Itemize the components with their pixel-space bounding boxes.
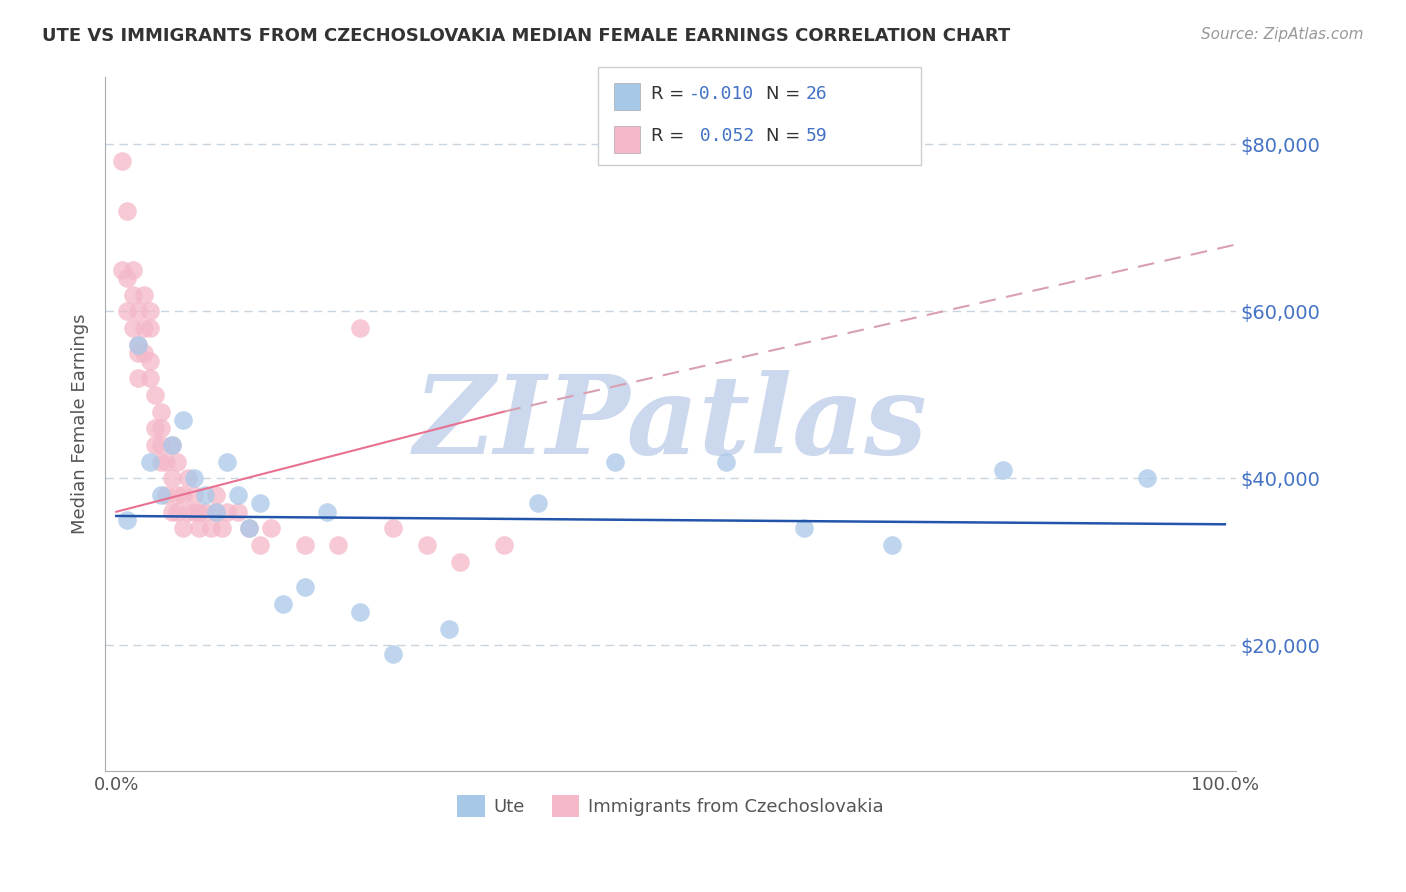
Point [172,488,194,502]
Point [149,488,172,502]
Point [249,538,271,552]
Legend: Ute, Immigrants from Czechoslovakia: Ute, Immigrants from Czechoslovakia [450,788,891,824]
Point [177,505,200,519]
Point [226,488,249,502]
Point [155,488,177,502]
Y-axis label: Median Female Earnings: Median Female Earnings [72,314,89,534]
Text: 0.052: 0.052 [689,128,754,145]
Point [177,471,200,485]
Point [117,304,139,318]
Point [326,538,349,552]
Point [111,262,134,277]
Point [991,463,1014,477]
Point [160,438,183,452]
Point [238,521,260,535]
Point [217,505,239,519]
Point [183,505,205,519]
Point [200,521,222,535]
Point [155,455,177,469]
Text: UTE VS IMMIGRANTS FROM CZECHOSLOVAKIA MEDIAN FEMALE EARNINGS CORRELATION CHART: UTE VS IMMIGRANTS FROM CZECHOSLOVAKIA ME… [42,27,1011,45]
Point [138,304,160,318]
Point [205,505,228,519]
Point [172,521,194,535]
Point [294,538,316,552]
Text: N =: N = [766,128,806,145]
Point [172,413,194,427]
Point [294,580,316,594]
Point [714,455,737,469]
Point [149,421,172,435]
Point [415,538,437,552]
Point [127,304,149,318]
Point [1136,471,1159,485]
Point [143,388,166,402]
Text: ZIPatlas: ZIPatlas [413,370,928,478]
Point [117,513,139,527]
Point [132,321,155,335]
Point [249,496,271,510]
Point [160,438,183,452]
Text: R =: R = [651,128,690,145]
Point [316,505,339,519]
Point [160,505,183,519]
Point [194,488,217,502]
Text: R =: R = [651,85,690,103]
Point [127,346,149,360]
Point [122,287,145,301]
Point [138,455,160,469]
Point [122,321,145,335]
Point [188,521,211,535]
Point [526,496,548,510]
Point [127,371,149,385]
Point [149,438,172,452]
Point [143,421,166,435]
Point [449,555,471,569]
Point [127,337,149,351]
Point [238,521,260,535]
Point [132,287,155,301]
Point [349,321,371,335]
Point [211,521,233,535]
Point [166,488,188,502]
Point [382,521,405,535]
Point [271,597,294,611]
Point [111,153,134,168]
Point [793,521,815,535]
Text: 59: 59 [806,128,827,145]
Point [138,371,160,385]
Point [149,404,172,418]
Point [183,488,205,502]
Point [217,455,239,469]
Point [194,505,217,519]
Point [494,538,516,552]
Point [260,521,283,535]
Text: -0.010: -0.010 [689,85,754,103]
Point [166,505,188,519]
Point [605,455,627,469]
Point [117,271,139,285]
Point [149,455,172,469]
Point [205,505,228,519]
Point [138,354,160,368]
Point [882,538,904,552]
Text: N =: N = [766,85,806,103]
Point [183,471,205,485]
Point [437,622,460,636]
Text: Source: ZipAtlas.com: Source: ZipAtlas.com [1201,27,1364,42]
Point [143,438,166,452]
Point [160,471,183,485]
Point [122,262,145,277]
Point [132,346,155,360]
Point [226,505,249,519]
Point [138,321,160,335]
Point [188,505,211,519]
Point [117,204,139,219]
Text: 26: 26 [806,85,827,103]
Point [166,455,188,469]
Point [127,337,149,351]
Point [349,605,371,619]
Point [205,488,228,502]
Point [382,647,405,661]
